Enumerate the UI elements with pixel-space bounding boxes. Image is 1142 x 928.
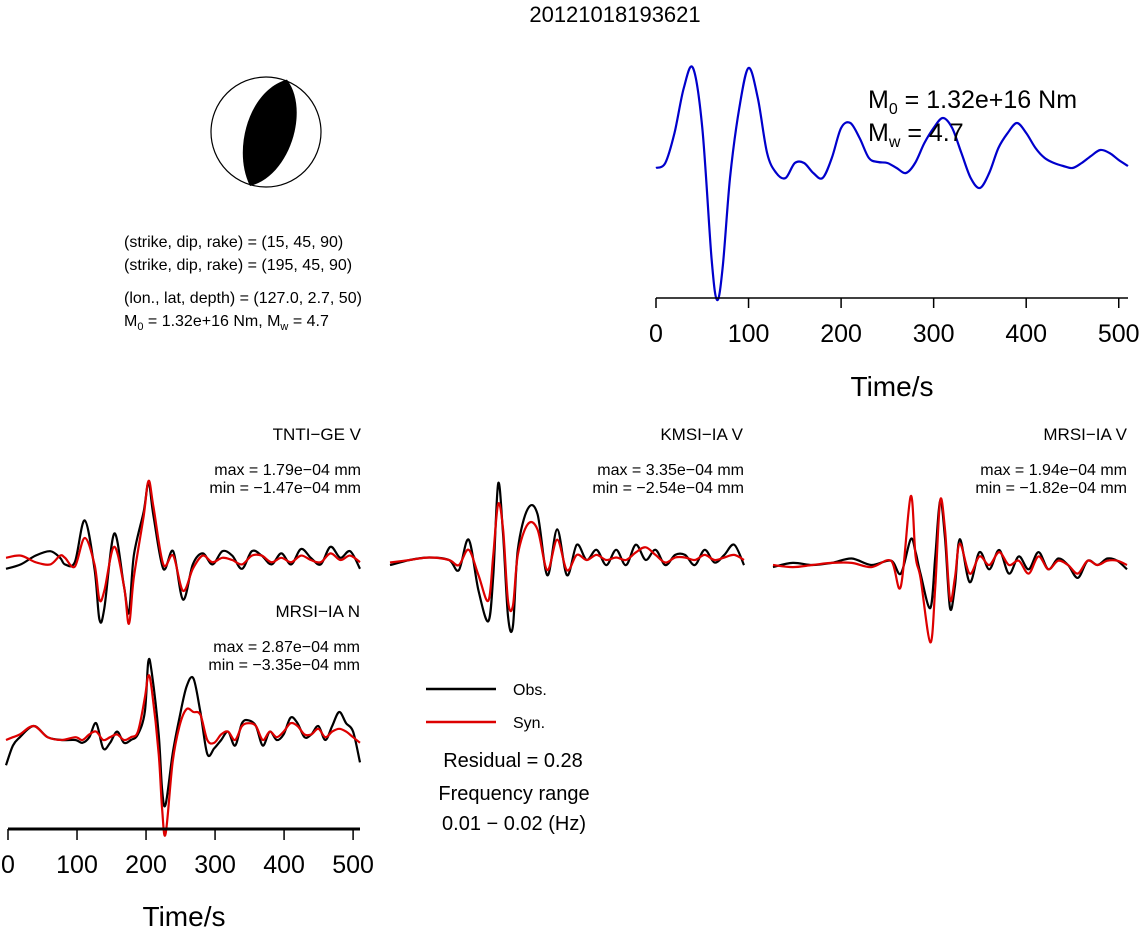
stf-tick-label: 0 <box>649 320 663 348</box>
m0-symbol: M <box>124 313 137 330</box>
stf-mw-symbol: M <box>868 119 889 147</box>
station-name: MRSI−IA N <box>275 602 360 621</box>
syn-trace-mrsi-ia-v <box>772 495 1128 644</box>
stf-m0-value: = 1.32e+16 Nm <box>898 86 1077 114</box>
legend-syn-label: Syn. <box>513 715 545 732</box>
stf-mw-value: = 4.7 <box>900 119 963 147</box>
station-panel-mrsi-n: MRSI−IA N max = 2.87e−04 mm min = −3.35e… <box>208 602 360 674</box>
stf-line <box>655 65 1129 302</box>
frequency-range-value: 0.01 − 0.02 (Hz) <box>442 813 586 835</box>
stf-tick-label: 200 <box>820 320 862 348</box>
waveform-panels: TNTI−GE V max = 1.79e−04 mm min = −1.47e… <box>4 425 1128 837</box>
legend-obs-label: Obs. <box>513 682 547 699</box>
waveform-xlabel: Time/s <box>143 901 226 928</box>
stf-mw-subscript: w <box>888 134 901 151</box>
amplitude-min: min = −3.35e−04 mm <box>208 657 360 674</box>
syn-trace-mrsi-ia-n <box>5 674 361 837</box>
waveform-tick-label: 0 <box>1 851 15 879</box>
beachball <box>210 76 322 188</box>
nodal-plane-1: (strike, dip, rake) = (15, 45, 90) <box>124 234 343 251</box>
focal-parameters: (strike, dip, rake) = (15, 45, 90) (stri… <box>124 234 362 333</box>
waveform-tick-label: 400 <box>263 851 305 879</box>
moment-summary: M0 = 1.32e+16 Nm, Mw = 4.7 <box>124 313 329 333</box>
mw-value: = 4.7 <box>288 313 329 330</box>
stf-tick-label: 100 <box>728 320 770 348</box>
stf-moment-label: M0 = 1.32e+16 Nm <box>868 86 1077 118</box>
amplitude-max: max = 2.87e−04 mm <box>213 639 360 656</box>
legend: Obs. Syn. <box>426 682 547 732</box>
source-time-function-panel: 0 100 200 300 400 500 Time/s M0 = 1.32e+16 Nm… <box>649 65 1140 402</box>
beachball-compressional-quadrant <box>242 79 297 186</box>
m0-subscript: 0 <box>137 321 143 333</box>
amplitude-min: min = −1.82e−04 mm <box>975 480 1127 497</box>
waveform-tick-label: 500 <box>332 851 374 879</box>
stf-tick-label: 500 <box>1098 320 1140 348</box>
waveform-tick-label: 200 <box>125 851 167 879</box>
amplitude-max: max = 1.94e−04 mm <box>980 462 1127 479</box>
mw-subscript: w <box>279 321 288 333</box>
obs-trace-mrsi-ia-n <box>4 657 362 808</box>
stf-magnitude-label: Mw = 4.7 <box>868 119 964 151</box>
obs-trace-kmsi-ia-v <box>389 481 746 634</box>
stf-m0-subscript: 0 <box>889 101 898 118</box>
amplitude-min: min = −2.54e−04 mm <box>592 480 744 497</box>
station-panel-mrsi-v: MRSI−IA V max = 1.94e−04 mm min = −1.82e… <box>975 425 1127 497</box>
stf-tick-label: 400 <box>1005 320 1047 348</box>
station-name: KMSI−IA V <box>660 425 743 444</box>
waveform-time-axis: 0 100 200 300 400 500 <box>1 827 374 879</box>
amplitude-max: max = 3.35e−04 mm <box>597 462 744 479</box>
stf-xlabel: Time/s <box>851 371 934 402</box>
station-panel-tnti-v: TNTI−GE V max = 1.79e−04 mm min = −1.47e… <box>209 425 361 497</box>
amplitude-max: max = 1.79e−04 mm <box>214 462 361 479</box>
station-panel-kmsi-v: KMSI−IA V max = 3.35e−04 mm min = −2.54e… <box>592 425 744 497</box>
syn-trace-tnti-ge-v <box>5 479 361 625</box>
nodal-plane-2: (strike, dip, rake) = (195, 45, 90) <box>124 257 352 274</box>
stf-m0-symbol: M <box>868 86 889 114</box>
obs-trace-tnti-ge-v <box>5 481 361 624</box>
waveform-tick-label: 100 <box>56 851 98 879</box>
frequency-range-title: Frequency range <box>438 783 589 805</box>
m0-value: = 1.32e+16 Nm, <box>143 313 267 330</box>
residual-label: Residual = 0.28 <box>443 750 583 772</box>
syn-trace-kmsi-ia-v <box>389 502 745 613</box>
amplitude-min: min = −1.47e−04 mm <box>209 480 361 497</box>
station-name: TNTI−GE V <box>273 425 362 444</box>
mw-symbol: M <box>267 313 280 330</box>
figure-title: 20121018193621 <box>529 2 700 27</box>
stf-time-axis: 0 100 200 300 400 500 <box>649 297 1140 348</box>
station-name: MRSI−IA V <box>1043 425 1127 444</box>
hypocenter-location: (lon., lat, depth) = (127.0, 2.7, 50) <box>124 290 362 307</box>
stf-tick-label: 300 <box>913 320 955 348</box>
waveform-tick-label: 300 <box>194 851 236 879</box>
